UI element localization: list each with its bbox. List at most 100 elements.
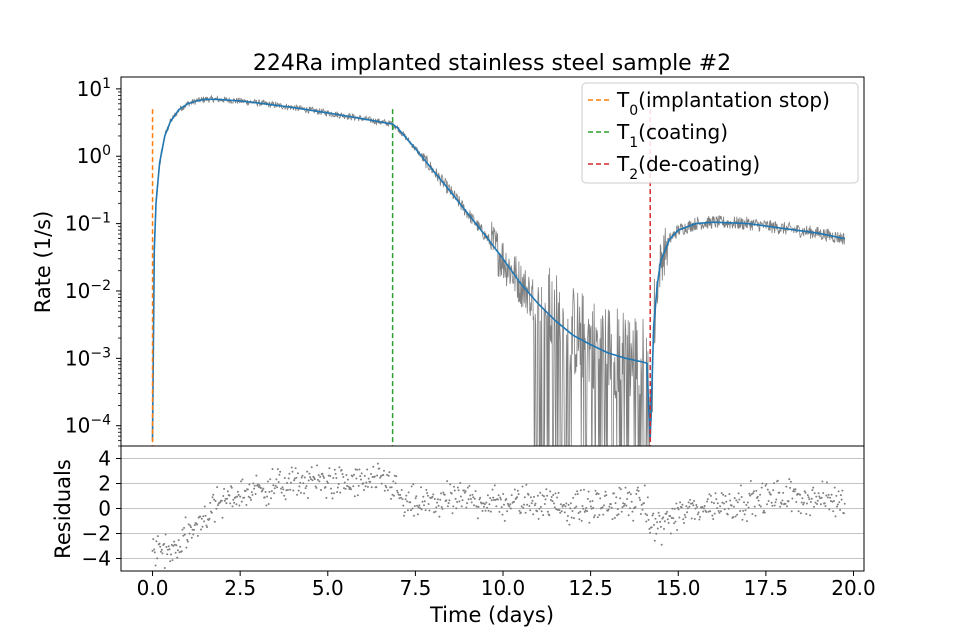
residual-point [269, 478, 272, 481]
residual-point [617, 513, 620, 516]
residual-point [518, 509, 521, 512]
residual-point [219, 501, 222, 504]
residual-point [713, 502, 715, 505]
residual-point [391, 493, 394, 496]
residual-point [175, 544, 178, 547]
residual-point [309, 476, 312, 479]
residual-point [167, 545, 170, 548]
residual-point [709, 510, 712, 513]
residual-point [476, 517, 479, 520]
residual-point [415, 495, 418, 498]
residual-point [720, 492, 723, 494]
residual-point [445, 499, 448, 502]
residual-point [560, 510, 563, 513]
residual-y-tick-label: 2 [98, 472, 111, 496]
residual-point [196, 523, 199, 526]
residual-point [653, 523, 655, 526]
residual-point [503, 503, 505, 506]
residual-point [551, 500, 554, 503]
residual-point [213, 520, 216, 523]
residual-point [695, 504, 698, 506]
residual-point [578, 518, 581, 521]
residual-point [575, 505, 578, 508]
residual-point [689, 498, 692, 501]
residual-point [620, 510, 623, 513]
residual-point [508, 505, 511, 508]
residual-point [306, 497, 309, 499]
residual-point [411, 507, 414, 510]
residual-point [232, 498, 235, 501]
residual-point [582, 507, 585, 510]
residual-point [184, 516, 187, 519]
residual-point [576, 490, 579, 493]
residual-point [396, 491, 399, 494]
residual-point [431, 495, 434, 498]
residual-point [629, 507, 632, 510]
residual-point [303, 492, 306, 495]
residual-point [646, 496, 649, 499]
residual-point [663, 520, 666, 523]
residual-point [645, 520, 648, 523]
residual-point [808, 498, 811, 501]
residual-point [369, 480, 372, 483]
residual-point [182, 534, 185, 537]
residual-point [678, 516, 681, 519]
residual-point [583, 488, 585, 491]
residual-point [356, 494, 359, 497]
residual-point [367, 477, 370, 480]
residual-point [593, 514, 596, 517]
residual-point [753, 505, 756, 508]
residual-point [389, 486, 392, 489]
residual-point [706, 500, 709, 503]
residual-point [543, 495, 545, 498]
residual-point [674, 520, 677, 523]
residual-point [223, 499, 226, 502]
residual-point [558, 509, 561, 511]
residual-point [604, 490, 607, 493]
residual-point [359, 475, 362, 478]
residual-point [337, 483, 340, 485]
residual-point [813, 505, 815, 508]
residual-point [420, 508, 423, 511]
residual-point [654, 517, 657, 520]
residual-point [708, 493, 711, 496]
residual-point [516, 496, 519, 499]
residual-point [843, 502, 846, 505]
residual-point [366, 485, 369, 488]
residual-point [419, 507, 422, 510]
residual-y-tick-label: 0 [98, 497, 111, 521]
residual-point [613, 492, 615, 495]
residual-point [173, 543, 176, 546]
residual-point [757, 499, 760, 502]
residual-point [557, 491, 560, 494]
residual-point [235, 503, 238, 506]
residual-point [398, 497, 401, 500]
residual-point [165, 546, 168, 548]
residual-point [819, 497, 822, 500]
residual-point [436, 498, 439, 501]
residual-point [812, 486, 815, 489]
residual-point [690, 517, 693, 520]
residual-point [271, 468, 274, 470]
residual-point [397, 493, 400, 496]
residual-point [366, 468, 369, 471]
residual-point [225, 502, 228, 505]
residual-point [166, 553, 169, 556]
residual-point [701, 505, 704, 508]
residual-point [253, 487, 256, 490]
residual-point [767, 500, 770, 502]
residual-point [305, 485, 308, 488]
residual-point [230, 486, 233, 489]
residual-point [340, 469, 343, 471]
residual-point [427, 503, 430, 505]
residual-point [763, 509, 765, 512]
residual-point [681, 503, 684, 506]
residual-point [591, 500, 594, 502]
residual-point [160, 548, 163, 551]
residual-point [406, 500, 409, 503]
residual-point [164, 533, 167, 536]
residual-point [491, 488, 494, 491]
residual-point [451, 512, 454, 515]
residual-point [238, 504, 241, 507]
residual-point [287, 477, 290, 480]
